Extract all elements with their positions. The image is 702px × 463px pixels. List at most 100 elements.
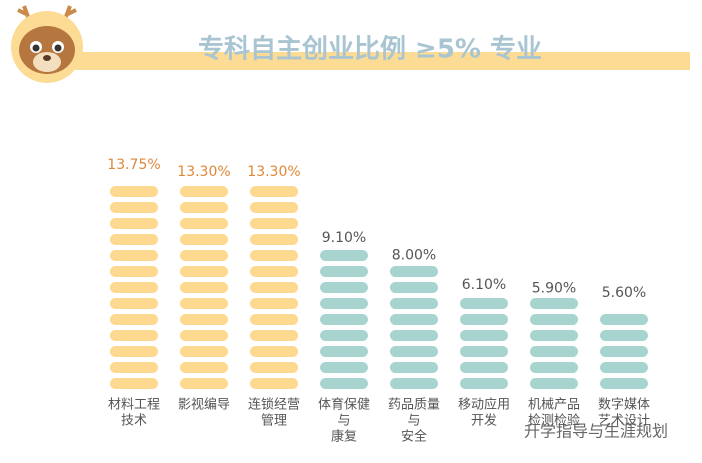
value-label: 13.75% [107,157,160,173]
bar-pill [180,250,228,261]
bar-pill [110,202,158,213]
bar-pill [110,362,158,373]
bar-pill [250,234,298,245]
bar-pill [250,250,298,261]
bar-pill [110,282,158,293]
bar [180,186,228,389]
bar-pill [180,234,228,245]
watermark: 升学指导与生涯规划 [524,422,668,441]
bar-pill [390,378,438,389]
bar [250,186,298,389]
value-label: 9.10% [322,230,366,246]
bar [600,314,648,389]
bar-pill [180,218,228,229]
x-tick-label: 移动应用 [458,397,510,413]
bar-pill [390,346,438,357]
bar-pill [250,330,298,341]
value-label: 6.10% [462,277,506,293]
bar-pill [460,314,508,325]
bar-pill [600,346,648,357]
bar-pill [180,330,228,341]
bar-pill [250,266,298,277]
bar-pill [110,234,158,245]
bar-pill [530,378,578,389]
bar-pill [460,346,508,357]
bar-pill [390,330,438,341]
bar-pill [110,218,158,229]
bar-pill [110,186,158,197]
bar-pill [250,362,298,373]
x-tick-label: 体育保健 [318,397,370,413]
bar-pill [460,362,508,373]
bar-pill [180,298,228,309]
chart-title: 专科自主创业比例 ≥5% 专业 [198,34,542,65]
x-tick-label: 开发 [471,413,497,429]
bar-pill [530,346,578,357]
bar [320,250,368,389]
bar-pill [530,314,578,325]
bar [110,186,158,389]
bar-pill [180,378,228,389]
bar-pill [250,218,298,229]
x-tick-label: 检测检验 [528,413,580,429]
value-label: 5.60% [602,285,646,301]
bar-pill [320,362,368,373]
bar-pill [110,266,158,277]
bar-pill [320,378,368,389]
bar-pill [530,298,578,309]
bar-pill [250,186,298,197]
x-tick-label: 药品质量 [388,398,440,413]
bar-pill [390,298,438,309]
bar-pill [600,330,648,341]
x-tick-label: 连锁经营 [248,397,300,413]
deer-icon [11,5,83,83]
bar-pill [110,378,158,389]
x-tick-label: 与 [337,414,350,429]
bar-pill [250,298,298,309]
bar-pill [320,314,368,325]
bar-pill [110,250,158,261]
bar-pill [390,282,438,293]
bar-pill [110,314,158,325]
title-band [60,52,690,70]
bar-pill [460,330,508,341]
bar-pill [390,314,438,325]
bar-pill [320,346,368,357]
bar-pill [320,250,368,261]
bar-pill [110,346,158,357]
value-label: 8.00% [392,247,436,263]
x-tick-label: 艺术设计 [598,414,650,429]
bar-pill [180,362,228,373]
bar-pill [180,186,228,197]
value-label: 13.30% [247,164,300,180]
x-tick-label: 康复 [331,429,357,445]
bar-pill [180,266,228,277]
x-tick-label: 与 [407,414,420,429]
x-tick-label: 技术 [121,414,147,429]
bar-pill [180,202,228,213]
bar-pill [250,378,298,389]
bar-pill [320,266,368,277]
bar-pill [110,330,158,341]
bar-pill [180,314,228,325]
bar-pill [250,282,298,293]
bar-pill [460,378,508,389]
bar-pill [320,330,368,341]
x-tick-label: 管理 [261,414,287,429]
bar-pill [320,298,368,309]
bar-pill [250,202,298,213]
bar [460,298,508,389]
value-label: 13.30% [177,164,230,180]
bar-pill [250,314,298,325]
bar-pill [390,266,438,277]
bar-pill [600,378,648,389]
value-label: 5.90% [532,280,576,296]
bar-pill [530,362,578,373]
bar-pill [110,298,158,309]
bar-pill [600,362,648,373]
bar-pill [250,346,298,357]
bar [530,298,578,389]
x-tick-label: 影视编导 [178,398,230,413]
bar-pill [320,282,368,293]
